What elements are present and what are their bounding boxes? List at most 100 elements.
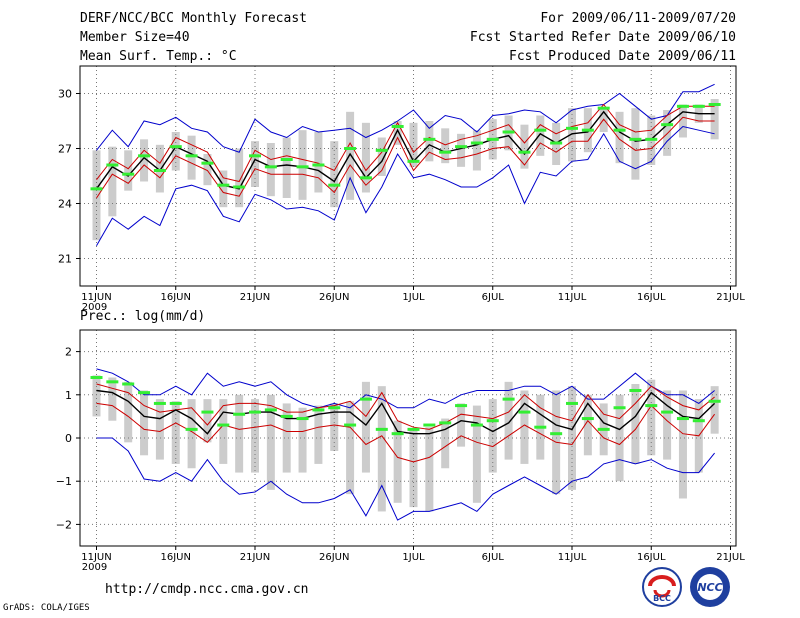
precipitation-control-marker — [423, 423, 436, 427]
precipitation-ytick-label: 1 — [65, 389, 72, 402]
precipitation-range-box — [361, 381, 370, 473]
temperature-xtick-label: 26JUN — [319, 292, 349, 303]
precipitation-control-marker — [296, 417, 309, 421]
temperature-range-box — [171, 132, 180, 171]
precipitation-control-marker — [455, 404, 468, 408]
produced-date: Fcst Produced Date 2009/06/11 — [509, 49, 736, 64]
precipitation-ytick-label: −2 — [56, 518, 72, 531]
precipitation-xtick-year: 2009 — [82, 562, 107, 573]
temperature-frame — [79, 65, 737, 287]
bcc-logo-swirl-inner — [653, 589, 671, 598]
temperature-range-box — [266, 143, 275, 197]
precipitation-control-marker — [185, 427, 198, 431]
precipitation-control-marker — [280, 414, 293, 418]
ncc-logo-inner — [697, 574, 723, 600]
temperature-range-box — [92, 150, 101, 241]
temperature-range-box — [219, 170, 228, 208]
temperature-range-box — [140, 139, 149, 182]
precipitation-min-line — [96, 437, 715, 521]
temperature-ytick-label: 21 — [58, 253, 72, 266]
precipitation-range-box — [457, 403, 466, 447]
temperature-range-box — [314, 132, 323, 193]
precipitation-control-marker — [645, 404, 658, 408]
temperature-ytick-label: 30 — [58, 88, 72, 101]
precipitation-xtick-label: 21JUL — [716, 552, 745, 563]
temperature-xtick-label: 21JUL — [716, 292, 745, 303]
temperature-ytick-label: 24 — [58, 198, 72, 211]
temperature-control-marker — [264, 165, 277, 169]
temperature-plus_sd-line — [96, 103, 715, 183]
precipitation-max-line — [96, 368, 715, 409]
temperature-range-box — [678, 104, 687, 138]
temperature-range-box — [393, 121, 402, 145]
precipitation-range-box — [92, 375, 101, 417]
precipitation-xtick-label: 21JUN — [240, 552, 270, 563]
precipitation-range-box — [615, 394, 624, 482]
precipitation-ytick-label: 2 — [65, 346, 72, 359]
precipitation-plus_sd-line — [96, 383, 715, 430]
temperature-control-marker — [106, 163, 119, 167]
member-size: Member Size=40 — [80, 30, 190, 45]
temperature-control-marker — [359, 176, 372, 180]
precipitation-range-box — [219, 399, 228, 464]
precipitation-control-marker — [407, 427, 420, 431]
precipitation-range-box — [346, 401, 355, 495]
precipitation-range-box — [124, 381, 133, 443]
grads-credit: GrADS: COLA/IGES — [3, 603, 90, 613]
precipitation-control-marker — [138, 391, 151, 395]
precipitation-range-box — [393, 420, 402, 503]
precipitation-range-box — [108, 377, 117, 421]
temperature-control-marker — [169, 145, 182, 149]
temperature-range-box — [187, 135, 196, 180]
temperature-range-box — [710, 99, 719, 140]
temperature-range-box — [631, 108, 640, 180]
temperature-control-marker — [233, 185, 246, 189]
precipitation-control-marker — [518, 410, 531, 414]
temperature-range-box — [155, 144, 164, 193]
temperature-range-box — [361, 122, 370, 193]
precipitation-control-marker — [708, 399, 721, 403]
temperature-range-box — [536, 115, 545, 156]
source-url[interactable]: http://cmdp.ncc.cma.gov.cn — [105, 582, 309, 597]
precipitation-control-marker — [486, 419, 499, 423]
precipitation-range-box — [140, 390, 149, 456]
temperature-control-marker — [344, 147, 357, 150]
precipitation-control-marker — [233, 412, 246, 416]
precipitation-range-box — [266, 394, 275, 490]
precipitation-control-marker — [470, 423, 483, 427]
temperature-control-marker — [692, 104, 705, 108]
precipitation-range-box — [187, 399, 196, 469]
bcc-logo: BCC — [642, 567, 682, 607]
temperature-control-marker — [470, 141, 483, 145]
precipitation-xtick-label: 6JUL — [482, 552, 505, 563]
temperature-range-box — [282, 137, 291, 198]
precipitation-minus_sd-line — [96, 402, 716, 463]
precipitation-control-marker — [613, 406, 626, 410]
precipitation-control-marker — [661, 410, 674, 414]
temperature-range-box — [203, 154, 212, 186]
temperature-xtick-label: 11JUN — [81, 292, 111, 303]
temperature-control-marker — [407, 159, 420, 163]
temperature-min-line — [96, 125, 715, 246]
precipitation-control-marker — [439, 421, 452, 425]
temperature-control-marker — [581, 128, 594, 132]
temperature-control-marker — [185, 154, 198, 158]
precipitation-control-marker — [122, 382, 135, 386]
started-date: Fcst Started Refer Date 2009/06/10 — [469, 30, 736, 45]
temperature-control-marker — [661, 123, 674, 127]
precipitation-control-marker — [566, 401, 578, 405]
precipitation-control-marker — [344, 423, 357, 427]
temperature-range-box — [409, 122, 418, 167]
precipitation-control-marker — [249, 410, 261, 414]
precipitation-range-box — [330, 403, 339, 451]
temperature-control-marker — [486, 137, 499, 141]
temperature-range-box — [377, 137, 386, 176]
temperature-ytick-label: 27 — [58, 143, 72, 156]
precipitation-control-marker — [581, 417, 594, 421]
precipitation-control-marker — [391, 432, 404, 436]
precipitation-control-marker — [550, 432, 563, 436]
temperature-range-box — [298, 130, 307, 200]
bcc-logo-swirl — [648, 575, 676, 587]
temperature-range-box — [346, 111, 355, 200]
